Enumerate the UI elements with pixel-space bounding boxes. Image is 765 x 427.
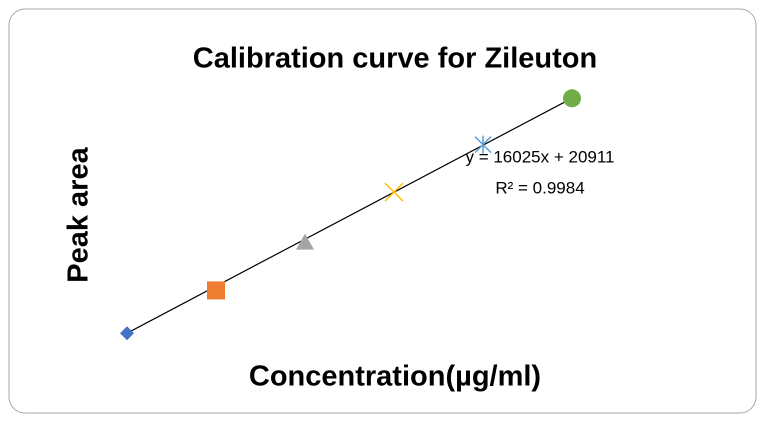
trendline-equation: y = 16025x + 20911 — [465, 147, 614, 166]
point — [384, 182, 404, 202]
chart-border — [8, 8, 757, 414]
x-axis-label: Concentration(µg/ml) — [249, 361, 541, 393]
y-axis-label: Peak area — [63, 146, 95, 282]
trendline — [126, 97, 573, 334]
point — [474, 135, 492, 154]
point — [120, 326, 134, 341]
point — [207, 281, 225, 300]
trendline-r-squared: R² = 0.9984 — [495, 178, 584, 197]
point — [296, 233, 314, 250]
point — [563, 89, 581, 108]
chart-title: Calibration curve for Zileuton — [193, 43, 597, 75]
